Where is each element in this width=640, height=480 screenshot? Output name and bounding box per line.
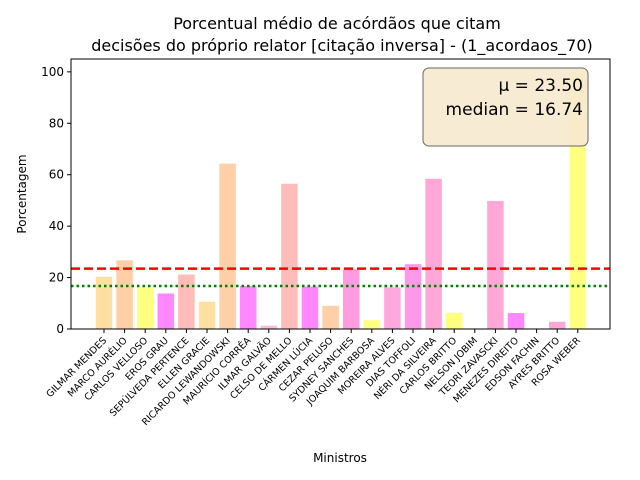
bars bbox=[95, 71, 587, 330]
bar-18 bbox=[445, 312, 463, 329]
bar-7 bbox=[219, 163, 236, 329]
bar-10 bbox=[281, 183, 298, 329]
bar-2 bbox=[116, 260, 133, 329]
plot-frame bbox=[70, 58, 611, 330]
bar-17 bbox=[425, 178, 442, 329]
y-tick-label-80: 80 bbox=[49, 116, 64, 130]
y-tick-label-60: 60 bbox=[49, 168, 64, 182]
y-tick-label-0: 0 bbox=[56, 322, 64, 336]
stats-mean-label: μ = 23.50 bbox=[498, 76, 583, 96]
bar-12 bbox=[322, 305, 339, 329]
y-tick-label-100: 100 bbox=[41, 65, 64, 79]
bar-6 bbox=[198, 301, 216, 329]
y-axis-ticks: 0 20 40 60 80 100 bbox=[41, 65, 71, 336]
stats-median-label: median = 16.74 bbox=[446, 100, 583, 120]
bar-1 bbox=[95, 276, 113, 329]
bar-5 bbox=[178, 274, 195, 329]
chart-title-line1: Porcentual médio de acórdãos que citam bbox=[173, 14, 501, 33]
bar-16 bbox=[404, 264, 422, 329]
stats-box: μ = 23.50 median = 16.74 bbox=[422, 67, 589, 147]
bar-23 bbox=[548, 321, 566, 329]
y-axis-label: Porcentagem bbox=[15, 154, 29, 233]
x-axis-label: Ministros bbox=[313, 451, 367, 465]
bar-3 bbox=[136, 287, 154, 329]
bar-21 bbox=[507, 313, 525, 329]
bar-9 bbox=[260, 325, 278, 329]
bar-13 bbox=[342, 269, 360, 329]
y-tick-label-40: 40 bbox=[49, 219, 64, 233]
reference-lines bbox=[71, 267, 610, 288]
bar-11 bbox=[301, 286, 319, 329]
chart-title-line2: decisões do próprio relator [citação inv… bbox=[91, 36, 593, 56]
bar-14 bbox=[363, 320, 381, 329]
bar-4 bbox=[157, 293, 175, 329]
bar-8 bbox=[239, 286, 257, 329]
bar-15 bbox=[384, 287, 401, 329]
y-tick-label-20: 20 bbox=[49, 271, 64, 285]
bar-20 bbox=[487, 200, 504, 329]
